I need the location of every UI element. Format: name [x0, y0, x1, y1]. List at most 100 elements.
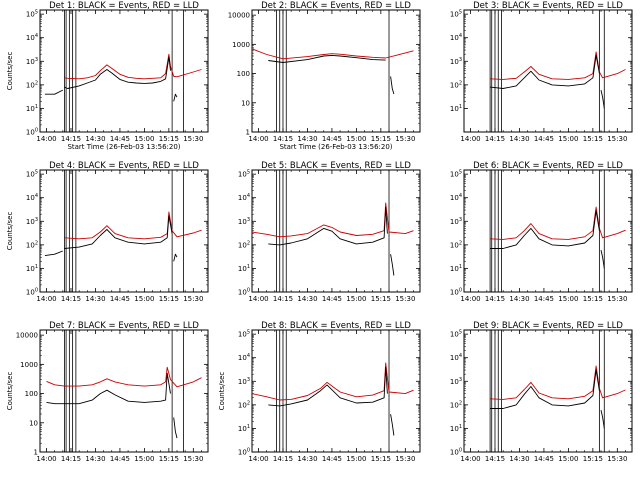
- y-tick-label: 10000: [228, 12, 250, 20]
- y-tick-label: 102: [238, 400, 250, 409]
- x-tick-label: 15:15: [159, 455, 179, 463]
- x-tick-label: 14:30: [297, 295, 317, 303]
- x-tick-label: 15:30: [395, 455, 415, 463]
- y-tick-label: 100: [238, 448, 250, 457]
- y-tick-label: 104: [238, 193, 250, 202]
- y-tick-label: 101: [450, 104, 462, 113]
- panel-title: Det 3: BLACK = Events, RED = LLD: [473, 1, 623, 11]
- x-tick-label: 15:30: [183, 135, 203, 143]
- x-tick-label: 14:00: [248, 135, 268, 143]
- y-tick-label: 101: [450, 424, 462, 433]
- black-events-series: [44, 250, 63, 257]
- x-tick-label: 14:45: [322, 135, 342, 143]
- y-tick-label: 104: [450, 33, 462, 42]
- y-tick-label: 100: [450, 448, 462, 457]
- black-events-series: [600, 90, 605, 109]
- panel-det-3: Det 3: BLACK = Events, RED = LLD 14:00 14:…: [450, 1, 633, 143]
- x-tick-label: 15:30: [607, 295, 627, 303]
- black-events-series: [268, 206, 388, 246]
- x-tick-label: 15:15: [371, 455, 391, 463]
- panel-title: Det 1: BLACK = Events, RED = LLD: [49, 1, 199, 11]
- y-tick-label: 10: [241, 99, 250, 107]
- y-tick-label: 1: [246, 129, 250, 137]
- x-tick-label: 15:30: [183, 295, 203, 303]
- x-tick-label: 15:00: [558, 135, 578, 143]
- panel-title: Det 8: BLACK = Events, RED = LLD: [261, 321, 411, 331]
- x-tick-label: 15:15: [583, 135, 603, 143]
- y-tick-label: 100: [450, 288, 462, 297]
- x-tick-label: 14:30: [509, 455, 529, 463]
- plot-frame: [251, 169, 421, 293]
- panel-det-2: Det 2: BLACK = Events, RED = LLD 14:00 14:…: [228, 1, 421, 151]
- red-lld-series: [64, 53, 202, 80]
- y-tick-label: 103: [238, 217, 250, 226]
- x-tick-label: 14:30: [297, 455, 317, 463]
- y-tick-label: 103: [26, 217, 38, 226]
- black-events-series: [268, 366, 388, 407]
- y-axis-label: Counts/sec: [6, 212, 14, 251]
- x-tick-label: 14:45: [110, 135, 130, 143]
- black-events-series: [173, 93, 178, 102]
- x-tick-label: 15:30: [395, 135, 415, 143]
- x-axis-label: Start Time (26-Feb-03 13:56:20): [67, 143, 180, 151]
- x-tick-label: 15:00: [346, 455, 366, 463]
- x-tick-label: 14:00: [248, 455, 268, 463]
- y-tick-label: 105: [450, 330, 462, 339]
- x-tick-label: 15:15: [583, 295, 603, 303]
- x-tick-label: 14:45: [534, 295, 554, 303]
- x-tick-label: 14:00: [36, 455, 56, 463]
- x-tick-label: 14:15: [61, 135, 81, 143]
- plot-frame: [463, 329, 633, 453]
- x-tick-label: 15:15: [371, 135, 391, 143]
- panel-det-9: Det 9: BLACK = Events, RED = LLD 14:00 14:…: [450, 321, 633, 463]
- panel-title: Det 5: BLACK = Events, RED = LLD: [261, 161, 411, 171]
- x-tick-label: 15:15: [583, 455, 603, 463]
- black-events-series: [600, 410, 605, 429]
- x-tick-label: 15:00: [558, 295, 578, 303]
- black-events-series: [173, 253, 178, 262]
- y-tick-label: 100: [238, 288, 250, 297]
- x-tick-label: 14:00: [460, 135, 480, 143]
- x-tick-label: 15:00: [134, 135, 154, 143]
- red-lld-series: [490, 51, 626, 80]
- x-tick-label: 15:00: [346, 135, 366, 143]
- x-tick-label: 14:15: [485, 135, 505, 143]
- y-tick-label: 101: [26, 264, 38, 273]
- y-tick-label: 105: [450, 170, 462, 179]
- black-events-series: [268, 54, 386, 63]
- y-tick-label: 104: [450, 353, 462, 362]
- y-tick-label: 102: [238, 240, 250, 249]
- y-tick-label: 1000: [232, 41, 250, 49]
- black-events-series: [600, 250, 605, 269]
- y-tick-label: 105: [26, 10, 38, 19]
- black-events-series: [390, 76, 395, 95]
- black-events-series: [490, 210, 600, 249]
- y-axis-label: Counts/sec: [6, 52, 14, 91]
- y-axis-label: Counts/sec: [6, 372, 14, 411]
- x-tick-label: 14:30: [509, 295, 529, 303]
- y-tick-label: 10: [29, 419, 38, 427]
- x-tick-label: 14:15: [273, 455, 293, 463]
- plot-frame: [39, 329, 209, 453]
- plot-frame: [251, 9, 421, 133]
- x-tick-label: 15:15: [159, 135, 179, 143]
- black-events-series: [490, 54, 600, 89]
- x-tick-label: 14:30: [297, 135, 317, 143]
- y-tick-label: 100: [26, 288, 38, 297]
- y-tick-label: 101: [450, 264, 462, 273]
- y-tick-label: 102: [450, 80, 462, 89]
- panel-title: Det 2: BLACK = Events, RED = LLD: [261, 1, 411, 11]
- y-tick-label: 104: [26, 33, 38, 42]
- black-events-series: [390, 414, 395, 436]
- black-events-series: [44, 89, 64, 95]
- panel-title: Det 9: BLACK = Events, RED = LLD: [473, 321, 623, 331]
- red-lld-series: [64, 211, 202, 240]
- black-events-series: [390, 254, 395, 276]
- y-tick-label: 105: [26, 170, 38, 179]
- x-tick-label: 15:30: [607, 135, 627, 143]
- panel-det-8: Det 8: BLACK = Events, RED = LLD 14:00 14:…: [218, 321, 421, 463]
- plot-frame: [463, 9, 633, 133]
- x-tick-label: 14:00: [460, 295, 480, 303]
- panel-det-4: Det 4: BLACK = Events, RED = LLD 14:00 14:…: [6, 161, 209, 303]
